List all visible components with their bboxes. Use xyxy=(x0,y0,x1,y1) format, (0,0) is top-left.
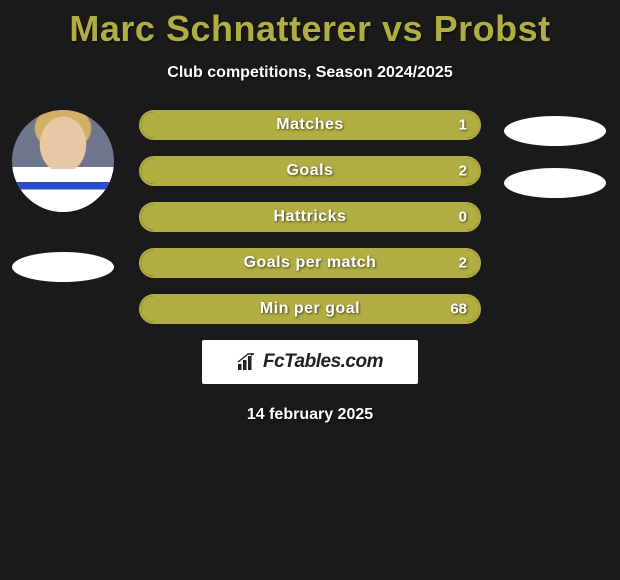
comparison-title: Marc Schnatterer vs Probst xyxy=(0,0,620,50)
stat-bar-value: 0 xyxy=(459,209,467,226)
stat-bar-value: 2 xyxy=(459,163,467,180)
stat-bar: Hattricks 0 xyxy=(139,202,481,232)
stat-bar-value: 1 xyxy=(459,117,467,134)
stats-bars: Matches 1 Goals 2 Hattricks 0 Goals per … xyxy=(139,110,481,324)
stat-bar-label: Goals xyxy=(141,162,479,180)
content-area: Matches 1 Goals 2 Hattricks 0 Goals per … xyxy=(0,110,620,424)
stat-bar-value: 68 xyxy=(450,301,467,318)
bar-chart-icon xyxy=(237,353,257,371)
comparison-date: 14 february 2025 xyxy=(0,406,620,424)
player-right-badge-1 xyxy=(504,116,606,146)
player-left-avatar xyxy=(12,110,114,212)
stat-bar: Goals 2 xyxy=(139,156,481,186)
player-right-column xyxy=(500,110,610,198)
stat-bar-label: Min per goal xyxy=(141,300,479,318)
comparison-subtitle: Club competitions, Season 2024/2025 xyxy=(0,64,620,82)
player-left-column xyxy=(8,110,118,282)
stat-bar-label: Goals per match xyxy=(141,254,479,272)
fctables-logo-text: FcTables.com xyxy=(263,351,383,373)
stat-bar-label: Matches xyxy=(141,116,479,134)
player-left-badge xyxy=(12,252,114,282)
fctables-logo: FcTables.com xyxy=(202,340,418,384)
avatar-jersey xyxy=(12,169,114,212)
stat-bar-value: 2 xyxy=(459,255,467,272)
stat-bar: Matches 1 xyxy=(139,110,481,140)
stat-bar: Goals per match 2 xyxy=(139,248,481,278)
stat-bar: Min per goal 68 xyxy=(139,294,481,324)
stat-bar-label: Hattricks xyxy=(141,208,479,226)
player-right-badge-2 xyxy=(504,168,606,198)
